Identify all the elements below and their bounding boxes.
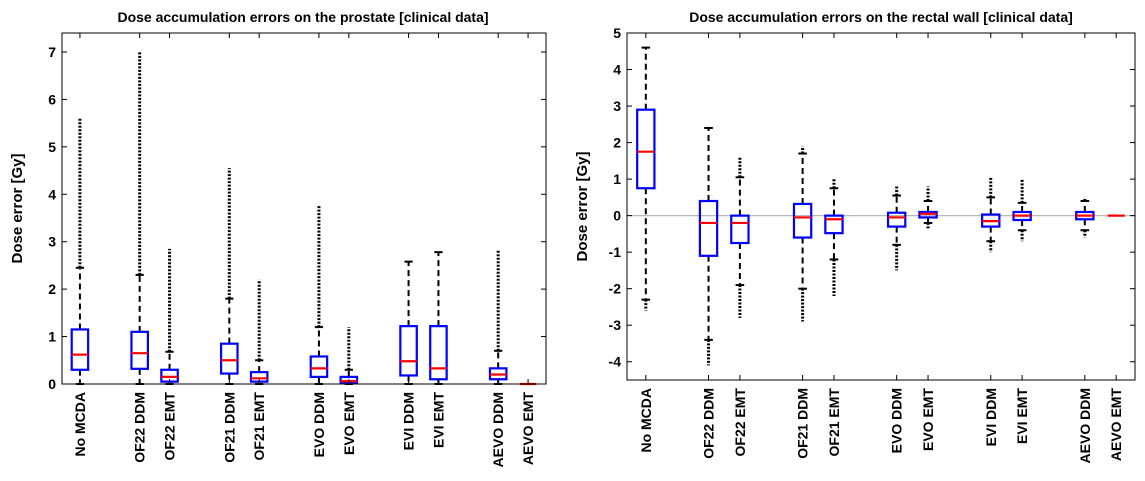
x-tick-label: OF21 DDM xyxy=(221,392,237,463)
y-tick-label: -4 xyxy=(609,354,622,370)
box-group xyxy=(249,279,269,385)
x-tick-label: OF21 EMT xyxy=(251,392,267,461)
rectal-wall-boxplot-chart: Dose accumulation errors on the rectal w… xyxy=(574,9,1136,463)
box-iqr xyxy=(730,214,750,245)
x-tick-label: OF22 EMT xyxy=(162,392,178,461)
x-tick-label: AEVO EMT xyxy=(520,392,536,466)
box-group xyxy=(309,206,329,385)
box-group xyxy=(824,179,844,296)
box-group xyxy=(918,186,938,229)
box-group xyxy=(698,126,719,366)
box-group xyxy=(1012,179,1032,242)
y-tick-label: 2 xyxy=(48,281,56,297)
box-group xyxy=(636,46,656,311)
x-tick-label: OF22 DDM xyxy=(132,392,148,463)
box-iqr xyxy=(698,199,719,257)
box-group xyxy=(792,146,813,322)
box-iqr xyxy=(130,330,149,370)
plot-frame xyxy=(61,32,547,385)
y-axis-label: Dose error [Gy] xyxy=(9,153,26,263)
y-tick-label: 5 xyxy=(613,25,621,41)
x-tick-label: EVI EMT xyxy=(430,392,446,448)
y-tick-label: 6 xyxy=(48,91,56,107)
box-iqr xyxy=(824,214,844,235)
y-tick-label: 2 xyxy=(613,135,621,151)
x-tick-label: OF22 EMT xyxy=(732,388,748,457)
x-tick-label: EVI DDM xyxy=(401,392,417,450)
y-tick-label: -2 xyxy=(609,281,622,297)
box-iqr xyxy=(70,328,90,371)
y-axis-label: Dose error [Gy] xyxy=(574,151,591,261)
x-tick-label: No MCDA xyxy=(72,392,88,457)
prostate-boxplot-chart: Dose accumulation errors on the prostate… xyxy=(9,9,547,467)
y-tick-label: 4 xyxy=(48,186,56,202)
y-tick-label: 0 xyxy=(48,376,56,392)
x-tick-label: No MCDA xyxy=(638,388,654,453)
x-tick-label: EVO EMT xyxy=(920,388,936,451)
y-tick-label: 1 xyxy=(613,171,621,187)
box-group xyxy=(219,168,239,385)
x-tick-label: EVO DDM xyxy=(311,392,327,457)
box-iqr xyxy=(792,202,813,239)
box-group xyxy=(1075,197,1095,238)
box-group xyxy=(886,186,907,271)
y-tick-label: -1 xyxy=(609,244,622,260)
chart-title: Dose accumulation errors on the rectal w… xyxy=(689,9,1073,25)
x-tick-label: EVO DDM xyxy=(889,388,905,453)
x-tick-label: OF22 DDM xyxy=(701,388,717,459)
x-tick-label: OF21 EMT xyxy=(826,388,842,457)
x-tick-label: AEVO EMT xyxy=(1108,388,1124,462)
y-tick-label: 1 xyxy=(48,329,56,345)
x-tick-label: EVO EMT xyxy=(341,392,357,455)
chart-title: Dose accumulation errors on the prostate… xyxy=(117,9,488,25)
x-tick-label: EVI EMT xyxy=(1014,388,1030,444)
y-tick-label: 3 xyxy=(613,98,621,114)
x-tick-label: AEVO DDM xyxy=(1077,388,1093,463)
x-tick-label: AEVO DDM xyxy=(490,392,506,467)
box-group xyxy=(339,327,359,385)
x-tick-label: EVI DDM xyxy=(983,388,999,446)
y-tick-label: -3 xyxy=(609,317,622,333)
box-group xyxy=(160,248,179,385)
box-group xyxy=(399,260,418,385)
box-iqr xyxy=(429,325,448,381)
y-tick-label: 4 xyxy=(613,62,621,78)
y-tick-label: 5 xyxy=(48,139,56,155)
box-group xyxy=(488,250,508,385)
box-group xyxy=(70,118,90,385)
box-iqr xyxy=(886,211,907,228)
y-tick-label: 7 xyxy=(48,44,56,60)
y-tick-label: 3 xyxy=(48,234,56,250)
box-iqr xyxy=(219,342,239,375)
box-group xyxy=(981,177,1001,253)
plot-frame xyxy=(626,32,1136,381)
box-iqr xyxy=(636,108,656,190)
box-group xyxy=(429,251,448,385)
x-tick-label: OF21 DDM xyxy=(795,388,811,459)
box-group xyxy=(730,157,750,318)
box-iqr xyxy=(309,355,329,378)
y-tick-label: 0 xyxy=(613,208,621,224)
box-iqr xyxy=(399,325,418,377)
box-group xyxy=(130,51,149,385)
